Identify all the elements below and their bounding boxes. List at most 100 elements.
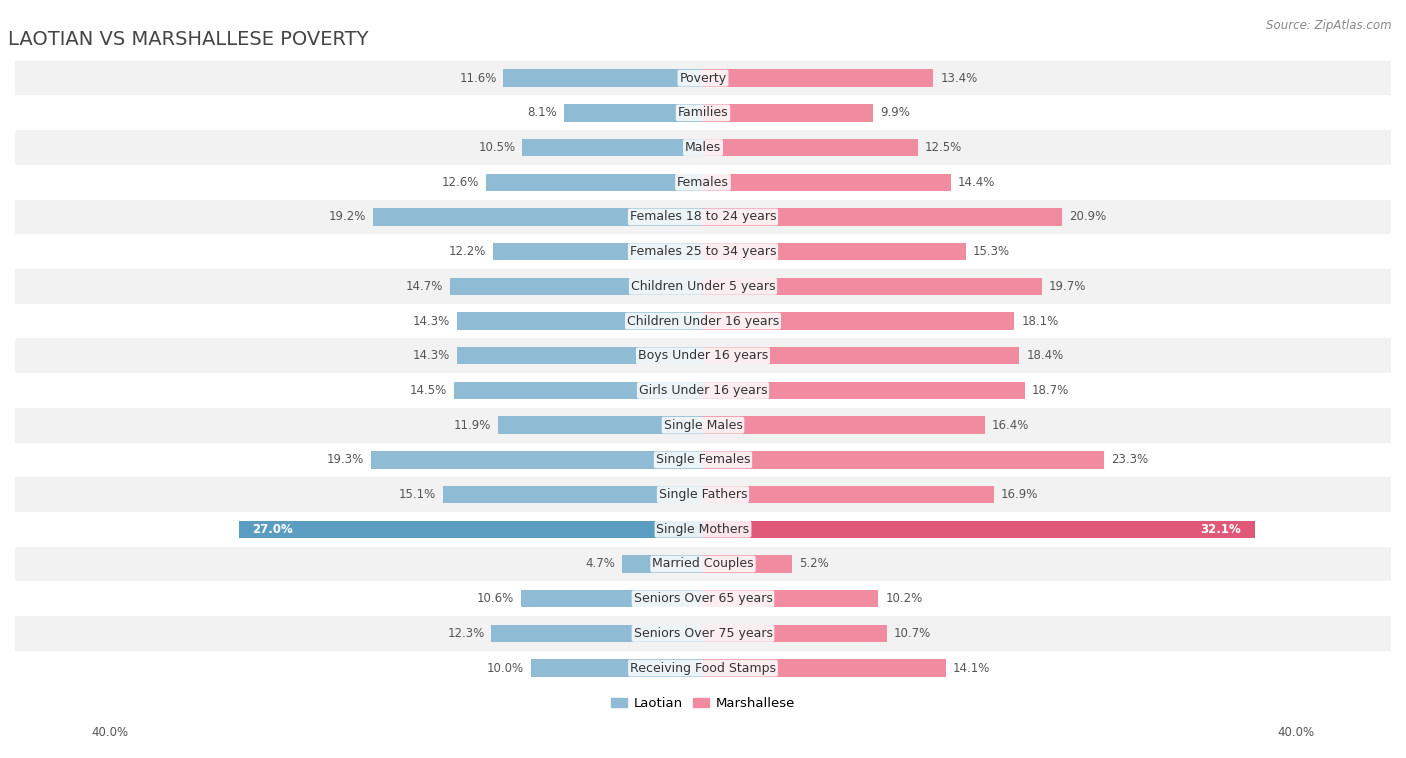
Bar bbox=[703, 625, 887, 642]
Bar bbox=[15, 165, 1391, 199]
Text: Boys Under 16 years: Boys Under 16 years bbox=[638, 349, 768, 362]
Text: Single Males: Single Males bbox=[664, 418, 742, 431]
Text: Females 25 to 34 years: Females 25 to 34 years bbox=[630, 245, 776, 258]
Bar bbox=[15, 512, 1391, 547]
Bar bbox=[520, 590, 703, 607]
Text: 10.7%: 10.7% bbox=[894, 627, 931, 640]
Text: 5.2%: 5.2% bbox=[800, 557, 830, 571]
Text: 9.9%: 9.9% bbox=[880, 106, 910, 119]
Text: 10.0%: 10.0% bbox=[486, 662, 524, 675]
Bar bbox=[371, 451, 703, 468]
Text: 12.3%: 12.3% bbox=[447, 627, 485, 640]
Bar bbox=[15, 581, 1391, 616]
Bar bbox=[15, 408, 1391, 443]
Text: 14.5%: 14.5% bbox=[409, 384, 447, 397]
Text: 12.2%: 12.2% bbox=[449, 245, 486, 258]
Text: 10.5%: 10.5% bbox=[478, 141, 516, 154]
Bar bbox=[703, 174, 950, 191]
Text: 10.2%: 10.2% bbox=[886, 592, 922, 605]
Text: 16.4%: 16.4% bbox=[993, 418, 1029, 431]
Text: 18.4%: 18.4% bbox=[1026, 349, 1063, 362]
Bar bbox=[15, 269, 1391, 304]
Text: Receiving Food Stamps: Receiving Food Stamps bbox=[630, 662, 776, 675]
Bar bbox=[494, 243, 703, 260]
Bar bbox=[15, 61, 1391, 96]
Bar bbox=[15, 650, 1391, 685]
Bar bbox=[564, 104, 703, 121]
Bar bbox=[531, 659, 703, 677]
Bar bbox=[703, 243, 966, 260]
Bar bbox=[486, 174, 703, 191]
Text: Seniors Over 65 years: Seniors Over 65 years bbox=[634, 592, 772, 605]
Text: 12.5%: 12.5% bbox=[925, 141, 962, 154]
Bar bbox=[15, 373, 1391, 408]
Legend: Laotian, Marshallese: Laotian, Marshallese bbox=[606, 691, 800, 715]
Bar bbox=[15, 199, 1391, 234]
Text: 14.7%: 14.7% bbox=[406, 280, 443, 293]
Text: Source: ZipAtlas.com: Source: ZipAtlas.com bbox=[1267, 19, 1392, 32]
Bar bbox=[373, 208, 703, 226]
Bar bbox=[492, 625, 703, 642]
Text: 18.7%: 18.7% bbox=[1032, 384, 1069, 397]
Text: Females: Females bbox=[678, 176, 728, 189]
Bar bbox=[703, 70, 934, 87]
Text: 23.3%: 23.3% bbox=[1111, 453, 1147, 466]
Text: LAOTIAN VS MARSHALLESE POVERTY: LAOTIAN VS MARSHALLESE POVERTY bbox=[8, 30, 368, 49]
Bar bbox=[703, 277, 1042, 295]
Text: Single Fathers: Single Fathers bbox=[659, 488, 747, 501]
Bar bbox=[703, 208, 1063, 226]
Text: 12.6%: 12.6% bbox=[441, 176, 479, 189]
Bar bbox=[457, 347, 703, 365]
Text: 18.1%: 18.1% bbox=[1021, 315, 1059, 327]
Text: 11.9%: 11.9% bbox=[454, 418, 492, 431]
Text: 19.3%: 19.3% bbox=[328, 453, 364, 466]
Bar bbox=[15, 478, 1391, 512]
Text: 19.7%: 19.7% bbox=[1049, 280, 1085, 293]
Bar bbox=[703, 382, 1025, 399]
Text: Males: Males bbox=[685, 141, 721, 154]
Bar bbox=[454, 382, 703, 399]
Bar bbox=[703, 416, 986, 434]
Bar bbox=[703, 659, 945, 677]
Bar bbox=[703, 451, 1104, 468]
Bar bbox=[703, 521, 1256, 538]
Text: 16.9%: 16.9% bbox=[1001, 488, 1038, 501]
Text: Single Females: Single Females bbox=[655, 453, 751, 466]
Bar bbox=[498, 416, 703, 434]
Text: Poverty: Poverty bbox=[679, 72, 727, 85]
Bar bbox=[239, 521, 703, 538]
Text: 40.0%: 40.0% bbox=[1278, 726, 1315, 739]
Bar bbox=[15, 547, 1391, 581]
Bar bbox=[15, 338, 1391, 373]
Bar bbox=[703, 104, 873, 121]
Bar bbox=[15, 130, 1391, 165]
Bar bbox=[623, 556, 703, 572]
Text: 8.1%: 8.1% bbox=[527, 106, 557, 119]
Bar bbox=[703, 139, 918, 156]
Text: 15.3%: 15.3% bbox=[973, 245, 1010, 258]
Text: Children Under 16 years: Children Under 16 years bbox=[627, 315, 779, 327]
Text: 10.6%: 10.6% bbox=[477, 592, 513, 605]
Bar bbox=[703, 556, 793, 572]
Bar bbox=[450, 277, 703, 295]
Text: 4.7%: 4.7% bbox=[585, 557, 616, 571]
Text: Girls Under 16 years: Girls Under 16 years bbox=[638, 384, 768, 397]
Bar bbox=[15, 234, 1391, 269]
Bar bbox=[15, 443, 1391, 478]
Text: 14.3%: 14.3% bbox=[413, 349, 450, 362]
Text: 14.4%: 14.4% bbox=[957, 176, 995, 189]
Bar bbox=[703, 590, 879, 607]
Bar bbox=[15, 616, 1391, 650]
Text: 11.6%: 11.6% bbox=[460, 72, 496, 85]
Text: 20.9%: 20.9% bbox=[1070, 211, 1107, 224]
Bar bbox=[703, 347, 1019, 365]
Bar bbox=[523, 139, 703, 156]
Text: 15.1%: 15.1% bbox=[399, 488, 436, 501]
Bar bbox=[15, 96, 1391, 130]
Bar bbox=[457, 312, 703, 330]
Bar bbox=[703, 486, 994, 503]
Text: 14.3%: 14.3% bbox=[413, 315, 450, 327]
Text: Families: Families bbox=[678, 106, 728, 119]
Bar bbox=[15, 304, 1391, 338]
Bar bbox=[443, 486, 703, 503]
